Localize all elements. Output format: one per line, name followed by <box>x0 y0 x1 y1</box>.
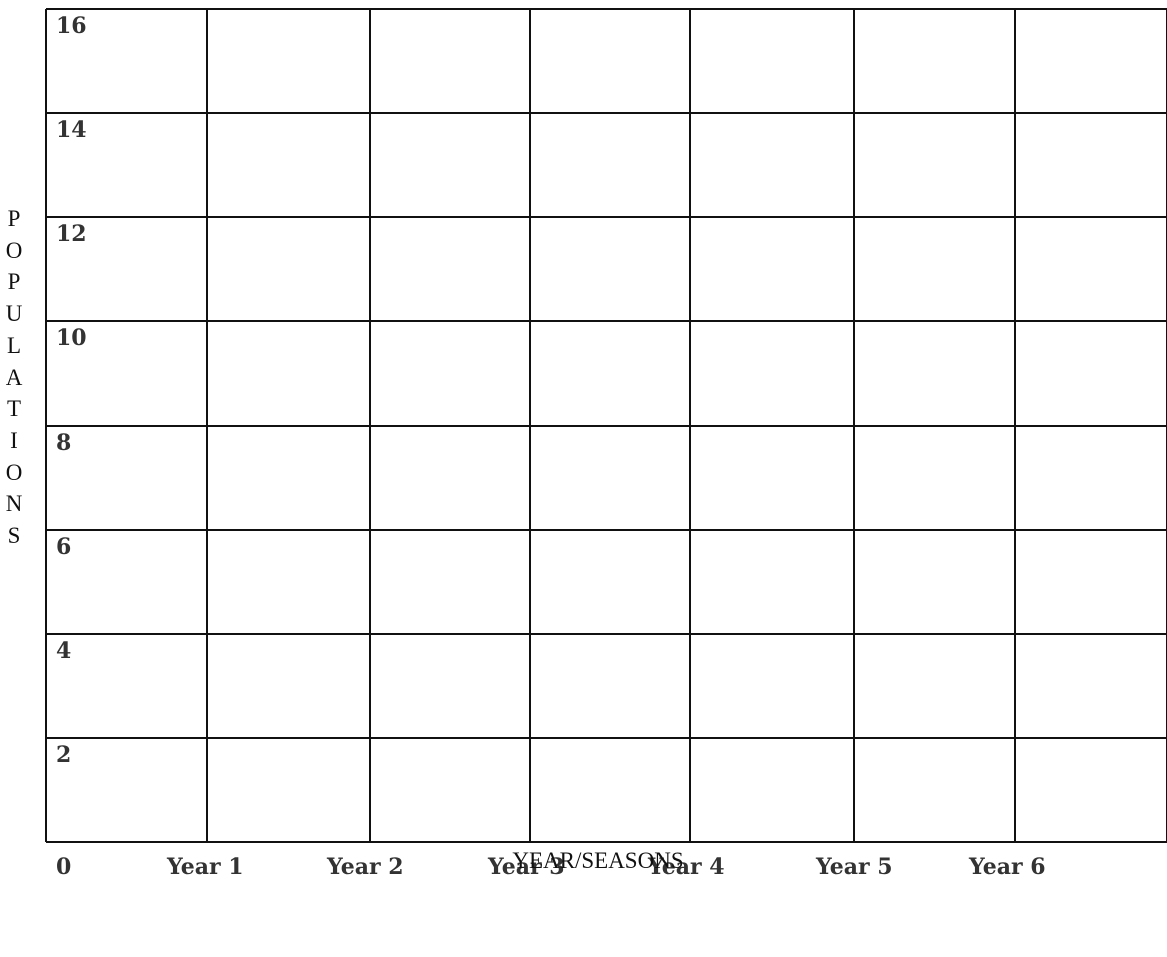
y-tick-label: 12 <box>56 221 87 247</box>
y-axis-title-letter: O <box>6 238 23 263</box>
y-axis-title-letter: U <box>6 301 23 326</box>
x-tick-label: Year 1 <box>166 854 244 880</box>
y-axis-title-letter: P <box>8 269 21 294</box>
y-axis-title-letter: T <box>7 396 21 421</box>
y-axis-title-letter: I <box>10 428 18 453</box>
x-tick-label: Year 6 <box>968 854 1046 880</box>
x-tick-label: 0 <box>56 854 71 880</box>
y-tick-label: 14 <box>56 117 87 143</box>
y-tick-label: 2 <box>56 742 71 768</box>
y-tick-label: 8 <box>56 430 71 456</box>
y-axis-title-letter: O <box>6 460 23 485</box>
y-tick-labels: 16 14 12 10 8 6 4 2 <box>56 13 87 768</box>
x-tick-label: Year 3 <box>487 854 565 880</box>
y-axis-title-letter: L <box>7 333 21 358</box>
y-tick-label: 6 <box>56 534 71 560</box>
y-tick-label: 10 <box>56 325 87 351</box>
y-axis-title-letter: S <box>8 523 21 548</box>
y-axis-title-letter: A <box>6 365 23 390</box>
x-tick-label: Year 4 <box>647 854 725 880</box>
y-axis-title-letter: P <box>8 206 21 231</box>
x-tick-labels: 0 Year 1 Year 2 Year 3 Year 4 Year 5 Year 6 <box>56 854 1046 880</box>
x-axis-title: YEAR/SEASONS <box>512 848 683 873</box>
y-tick-label: 16 <box>56 13 87 39</box>
x-tick-label: Year 5 <box>815 854 893 880</box>
y-axis-title-letter: N <box>6 491 23 516</box>
grid-layer <box>45 8 1167 843</box>
y-tick-label: 4 <box>56 638 71 664</box>
x-tick-label: Year 2 <box>326 854 404 880</box>
